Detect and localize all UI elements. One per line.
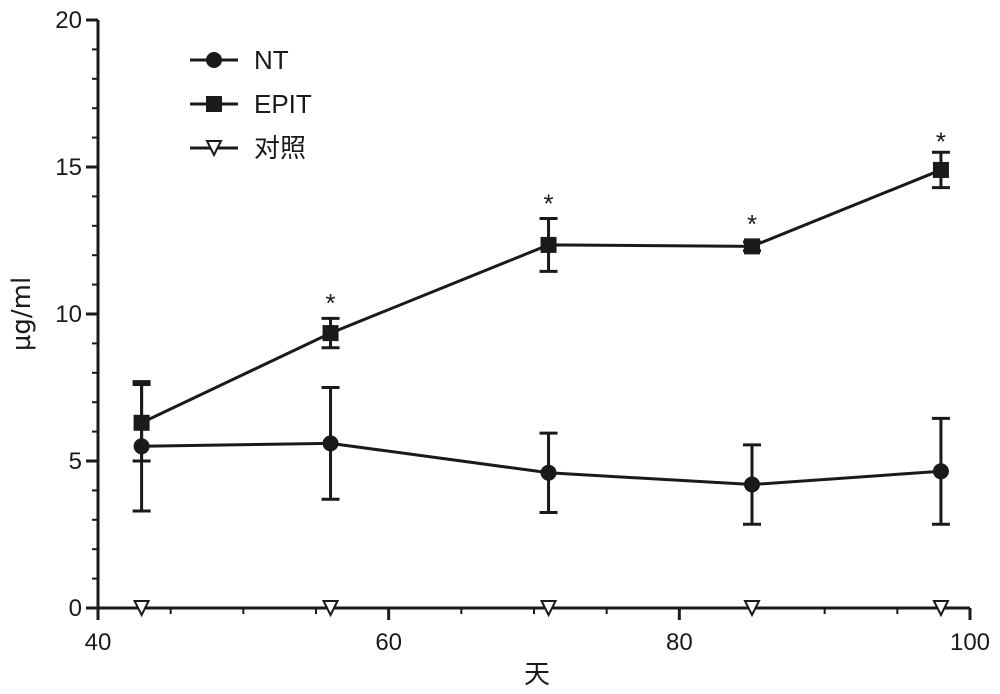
legend-marker-control — [205, 140, 223, 158]
x-tick-label: 100 — [950, 629, 990, 656]
legend: NT EPIT 对照 — [190, 45, 312, 163]
x-tick-label: 80 — [666, 629, 693, 656]
x-axis-label: 天 — [524, 660, 550, 690]
data-point-control — [321, 600, 340, 618]
series-line-nt — [141, 441, 942, 487]
y-tick-label: 0 — [69, 595, 82, 622]
data-point-epit — [133, 414, 150, 431]
data-point-control — [539, 600, 558, 618]
series-line-epit — [140, 168, 942, 425]
legend-item-nt: NT — [190, 45, 289, 75]
x-tick-label: 40 — [85, 629, 112, 656]
legend-marker-nt — [206, 52, 222, 68]
legend-item-epit: EPIT — [190, 89, 312, 119]
legend-label-nt: NT — [254, 45, 289, 75]
data-point-epit — [322, 325, 339, 342]
series-epit — [132, 150, 950, 463]
legend-label-epit: EPIT — [254, 89, 312, 119]
tick-labels: 0 5 10 15 20 40 60 80 100 — [55, 7, 990, 656]
data-point-nt — [322, 435, 339, 452]
y-tick-label: 5 — [69, 448, 82, 475]
legend-marker-epit — [206, 96, 222, 112]
data-point-nt — [744, 476, 760, 493]
significance-star: * — [747, 209, 757, 239]
legend-item-control: 对照 — [190, 133, 306, 163]
legend-label-control: 对照 — [254, 133, 306, 163]
data-point-nt — [540, 464, 557, 481]
significance-annotations: * * * * — [325, 127, 946, 319]
data-point-control — [743, 600, 761, 618]
significance-star: * — [325, 288, 335, 318]
series-nt — [132, 380, 950, 526]
data-point-epit — [932, 161, 949, 178]
plot-area — [132, 150, 950, 618]
x-tick-label: 60 — [375, 629, 402, 656]
significance-star: * — [936, 127, 946, 157]
y-tick-label: 15 — [55, 154, 82, 181]
series-control — [132, 600, 950, 618]
data-point-nt — [932, 463, 949, 480]
data-point-control — [132, 600, 151, 618]
y-tick-label: 20 — [55, 7, 82, 34]
data-point-epit — [744, 238, 760, 255]
y-axis-label: µg/ml — [7, 277, 37, 351]
data-point-control — [932, 600, 950, 618]
data-point-epit — [540, 236, 557, 253]
significance-star: * — [543, 188, 553, 218]
y-tick-label: 10 — [55, 301, 82, 328]
